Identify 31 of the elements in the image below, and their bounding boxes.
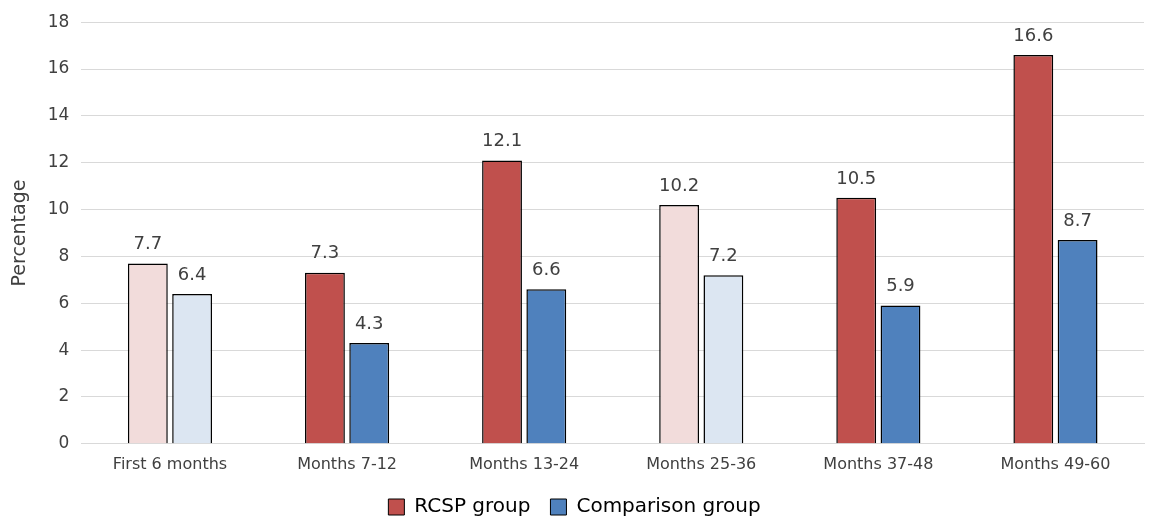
data-label: 12.1 xyxy=(481,129,523,151)
y-tick-label: 8 xyxy=(58,244,70,265)
data-label: 10.5 xyxy=(836,166,877,188)
y-tick-label: 14 xyxy=(47,104,70,125)
x-tick-label: Months 49-60 xyxy=(1000,453,1111,473)
legend-label: RCSP group xyxy=(414,493,531,518)
x-tick-label: Months 13-24 xyxy=(469,453,580,473)
data-label: 10.2 xyxy=(659,173,700,195)
data-label: 6.6 xyxy=(531,257,561,279)
x-tick-label: First 6 months xyxy=(112,453,228,473)
data-label: 4.3 xyxy=(354,311,384,333)
y-tick-label: 0 xyxy=(58,432,70,453)
data-label: 16.6 xyxy=(1013,23,1054,45)
x-tick-label: Months 7-12 xyxy=(297,453,398,473)
data-label: 5.9 xyxy=(886,274,915,296)
y-tick-label: 10 xyxy=(47,198,70,218)
y-tick-label: 2 xyxy=(58,385,70,406)
x-tick-label: Months 25-36 xyxy=(646,453,757,473)
legend-label: Comparison group xyxy=(576,493,761,518)
data-label: 7.2 xyxy=(709,243,738,265)
x-tick-label: Months 37-48 xyxy=(823,453,934,473)
y-axis-title: Percentage xyxy=(7,179,30,287)
y-tick-label: 16 xyxy=(47,57,70,78)
y-tick-label: 4 xyxy=(58,338,70,359)
data-label: 8.7 xyxy=(1063,208,1092,230)
data-label: 7.3 xyxy=(310,241,340,263)
data-label: 7.7 xyxy=(133,232,163,254)
y-tick-label: 6 xyxy=(58,291,70,312)
data-label: 6.4 xyxy=(177,262,207,284)
y-tick-label: 12 xyxy=(47,151,70,172)
y-tick-label: 18 xyxy=(47,10,70,31)
